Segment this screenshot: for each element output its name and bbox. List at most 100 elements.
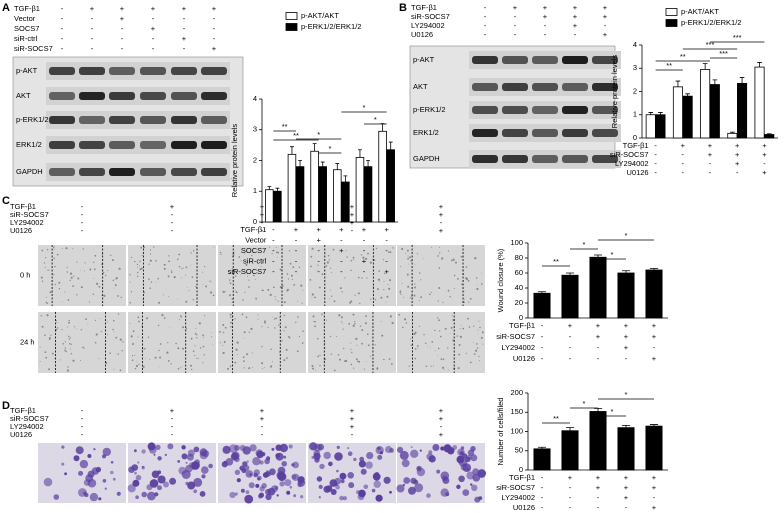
significance-label: * <box>317 130 320 139</box>
condition-sign: + <box>384 267 389 276</box>
blot-band <box>140 141 166 149</box>
cell <box>275 452 284 461</box>
condition-sign: - <box>272 256 275 265</box>
texture <box>341 321 343 323</box>
texture <box>437 317 439 319</box>
cell <box>167 443 174 450</box>
cell <box>134 449 137 453</box>
condition-sign: - <box>340 235 343 244</box>
texture <box>288 250 291 252</box>
texture <box>479 360 481 362</box>
condition-label: SOCS7 <box>14 24 39 33</box>
texture <box>404 318 407 321</box>
condition-label: siR-SOCS7 <box>10 210 49 219</box>
texture <box>118 267 121 270</box>
texture <box>270 348 272 350</box>
cell <box>410 449 419 458</box>
blot-strip <box>46 62 230 80</box>
texture <box>309 279 312 281</box>
texture <box>94 319 97 321</box>
y-tick-label: 50 <box>515 446 523 455</box>
bar <box>617 272 635 319</box>
cell <box>110 461 114 464</box>
texture <box>434 350 436 352</box>
cell <box>104 487 108 490</box>
texture <box>77 277 80 280</box>
condition-sign: - <box>91 34 94 43</box>
texture <box>175 342 177 345</box>
texture <box>325 347 327 349</box>
cell <box>356 490 361 495</box>
texture <box>54 265 56 268</box>
texture <box>157 324 160 327</box>
texture <box>130 335 133 338</box>
cell <box>177 460 181 463</box>
texture <box>458 344 461 346</box>
texture <box>46 269 48 271</box>
blot-band <box>562 106 588 114</box>
texture <box>386 295 389 298</box>
cell <box>266 456 271 461</box>
texture <box>369 261 372 264</box>
texture <box>140 246 143 249</box>
cell <box>383 476 391 484</box>
texture <box>70 276 73 279</box>
condition-sign: + <box>439 210 444 219</box>
texture <box>440 335 442 338</box>
row-label: 0 h <box>20 270 30 279</box>
cell <box>335 484 340 490</box>
cell <box>281 461 288 467</box>
cell <box>157 475 166 484</box>
y-tick-label: 0 <box>519 313 523 322</box>
cell <box>396 484 405 493</box>
cell <box>419 449 422 452</box>
texture <box>353 367 355 369</box>
condition-sign: + <box>573 21 578 30</box>
texture <box>155 260 157 262</box>
y-tick-label: 200 <box>510 388 523 397</box>
bar <box>754 66 765 139</box>
texture <box>140 267 143 270</box>
cell <box>79 459 89 469</box>
texture <box>105 274 107 277</box>
cell <box>265 493 272 501</box>
cell <box>279 443 288 453</box>
texture <box>389 279 391 282</box>
texture <box>235 291 238 293</box>
condition-label: siR-SOCS7 <box>610 150 649 159</box>
texture <box>458 353 461 356</box>
cell <box>255 449 263 457</box>
texture <box>197 357 199 359</box>
texture <box>117 353 120 355</box>
cell <box>410 446 413 449</box>
bar <box>589 411 607 471</box>
cell <box>157 485 162 491</box>
error-bar <box>320 161 325 167</box>
bar <box>700 69 711 139</box>
texture <box>228 273 231 275</box>
texture <box>146 317 149 320</box>
texture <box>185 300 188 303</box>
texture <box>224 326 227 329</box>
texture <box>321 273 324 276</box>
cell <box>135 495 139 500</box>
blot-band <box>201 141 227 149</box>
texture <box>65 350 67 353</box>
texture <box>196 337 198 339</box>
blot-band <box>502 129 528 137</box>
texture <box>381 334 384 337</box>
texture <box>180 316 183 318</box>
cell <box>365 461 373 469</box>
cell <box>102 447 112 457</box>
texture <box>358 360 361 363</box>
texture <box>424 342 426 344</box>
condition-sign: + <box>384 225 389 234</box>
condition-sign: + <box>652 332 657 341</box>
cell <box>323 451 331 460</box>
significance-label: * <box>329 144 332 153</box>
blot-label: p-AKT <box>413 55 435 64</box>
condition-sign: + <box>513 3 518 12</box>
texture <box>45 257 47 259</box>
texture <box>340 316 343 319</box>
texture <box>476 343 478 345</box>
